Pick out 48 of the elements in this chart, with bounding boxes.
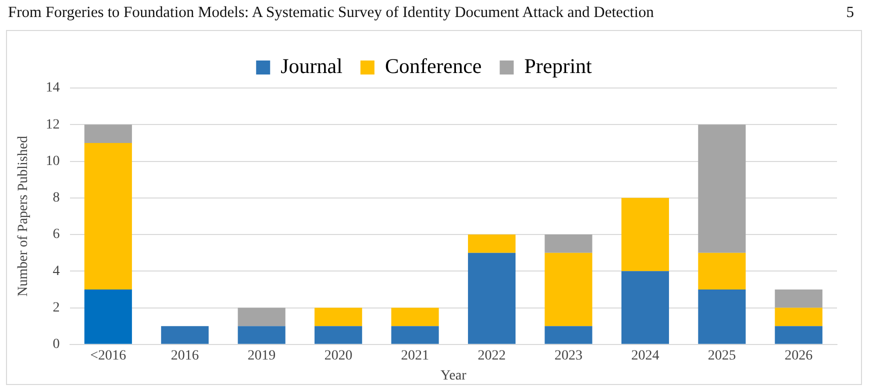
y-tick-label: 0 xyxy=(52,337,60,352)
bar xyxy=(774,308,822,326)
y-tick-label: 6 xyxy=(52,227,60,242)
y-tick-label: 10 xyxy=(46,154,60,169)
bar xyxy=(314,308,362,326)
legend-label: Conference xyxy=(384,54,482,78)
bar xyxy=(698,252,746,290)
bar xyxy=(161,326,209,344)
x-tick-label: 2021 xyxy=(401,348,430,364)
x-tick-label: 2016 xyxy=(170,348,199,364)
x-tick-label: <2016 xyxy=(90,348,126,364)
bar xyxy=(391,308,439,326)
text: 5 xyxy=(846,4,854,22)
y-tick-label: 2 xyxy=(52,300,60,316)
legend-label: Preprint xyxy=(524,54,592,78)
x-tick-label: 2025 xyxy=(708,348,736,364)
x-tick-label: 2019 xyxy=(248,348,276,364)
y-tick-label: 14 xyxy=(46,80,60,96)
y-tick-label: 12 xyxy=(46,117,60,132)
bar xyxy=(238,308,286,326)
bar xyxy=(314,326,362,344)
bar xyxy=(621,198,669,272)
bar xyxy=(698,124,746,253)
bar xyxy=(84,289,132,344)
bar xyxy=(544,252,592,326)
bar xyxy=(468,252,516,344)
y-tick-label: 8 xyxy=(52,190,60,206)
bar xyxy=(84,124,132,143)
bar xyxy=(544,234,592,253)
chart-title: From Forgeries to Foundation Models: A Systematic Survey of Identity Document Attack and Detection xyxy=(8,4,654,22)
x-tick-label: 2020 xyxy=(324,348,352,364)
legend-label: Journal xyxy=(280,54,343,78)
x-tick-label: 2026 xyxy=(784,348,813,364)
bar xyxy=(544,326,592,344)
x-tick-label: 2023 xyxy=(554,348,582,364)
bar xyxy=(621,271,669,344)
x-axis-title: Year xyxy=(440,368,467,384)
x-tick-label: 2022 xyxy=(478,348,506,364)
y-axis-title: Number of Papers Published xyxy=(16,136,32,296)
bar xyxy=(391,326,439,344)
bar xyxy=(774,326,822,344)
bar xyxy=(698,289,746,344)
bar xyxy=(84,142,132,290)
bar xyxy=(468,234,516,253)
bar xyxy=(238,326,286,344)
x-tick-label: 2024 xyxy=(631,348,660,364)
y-tick-label: 4 xyxy=(52,264,60,279)
bar xyxy=(774,289,822,308)
